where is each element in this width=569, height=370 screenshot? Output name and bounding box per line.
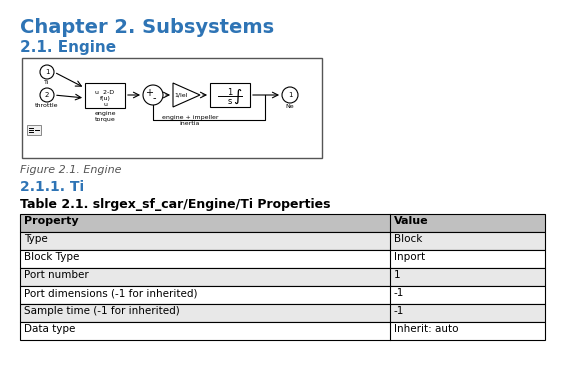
Text: Block Type: Block Type xyxy=(24,252,79,262)
Text: Ti: Ti xyxy=(44,80,50,85)
Text: u: u xyxy=(103,102,107,107)
Text: Block: Block xyxy=(394,234,422,244)
FancyBboxPatch shape xyxy=(20,286,545,304)
Text: 1: 1 xyxy=(288,92,292,98)
Text: engine + impeller: engine + impeller xyxy=(162,115,218,120)
Text: 2.1. Engine: 2.1. Engine xyxy=(20,40,116,55)
Text: Chapter 2. Subsystems: Chapter 2. Subsystems xyxy=(20,18,274,37)
Text: Figure 2.1. Engine: Figure 2.1. Engine xyxy=(20,165,122,175)
FancyBboxPatch shape xyxy=(27,125,41,135)
Text: u  2-D: u 2-D xyxy=(96,90,114,95)
Text: +: + xyxy=(145,88,153,98)
Text: 1: 1 xyxy=(228,88,233,97)
FancyBboxPatch shape xyxy=(20,322,545,340)
Text: 2.1.1. Ti: 2.1.1. Ti xyxy=(20,180,84,194)
Text: s: s xyxy=(228,97,232,106)
Text: Table 2.1. slrgex_sf_car/Engine/Ti Properties: Table 2.1. slrgex_sf_car/Engine/Ti Prope… xyxy=(20,198,331,211)
Text: Inport: Inport xyxy=(394,252,425,262)
Text: 1: 1 xyxy=(45,69,50,75)
FancyBboxPatch shape xyxy=(85,83,125,108)
Text: Port dimensions (-1 for inherited): Port dimensions (-1 for inherited) xyxy=(24,288,197,298)
Text: Data type: Data type xyxy=(24,324,75,334)
FancyBboxPatch shape xyxy=(20,250,545,268)
Text: torque: torque xyxy=(94,117,116,122)
Text: Sample time (-1 for inherited): Sample time (-1 for inherited) xyxy=(24,306,180,316)
FancyBboxPatch shape xyxy=(20,214,545,232)
Text: 2: 2 xyxy=(45,92,49,98)
FancyBboxPatch shape xyxy=(20,304,545,322)
FancyBboxPatch shape xyxy=(20,232,545,250)
Text: Value: Value xyxy=(394,216,428,226)
Text: 1: 1 xyxy=(394,270,401,280)
Text: inertia: inertia xyxy=(180,121,200,126)
Text: 1/lel: 1/lel xyxy=(174,92,188,98)
Text: Property: Property xyxy=(24,216,79,226)
FancyBboxPatch shape xyxy=(22,58,322,158)
Text: -1: -1 xyxy=(394,306,405,316)
Text: throttle: throttle xyxy=(35,103,59,108)
Text: Type: Type xyxy=(24,234,48,244)
Text: Port number: Port number xyxy=(24,270,89,280)
Text: f(u): f(u) xyxy=(100,96,110,101)
Text: engine: engine xyxy=(94,111,116,116)
Text: Ne: Ne xyxy=(286,104,294,109)
Text: -1: -1 xyxy=(394,288,405,298)
Text: $\int$: $\int$ xyxy=(233,88,242,106)
Text: -: - xyxy=(152,93,156,103)
FancyBboxPatch shape xyxy=(20,268,545,286)
Text: Inherit: auto: Inherit: auto xyxy=(394,324,459,334)
FancyBboxPatch shape xyxy=(210,83,250,107)
